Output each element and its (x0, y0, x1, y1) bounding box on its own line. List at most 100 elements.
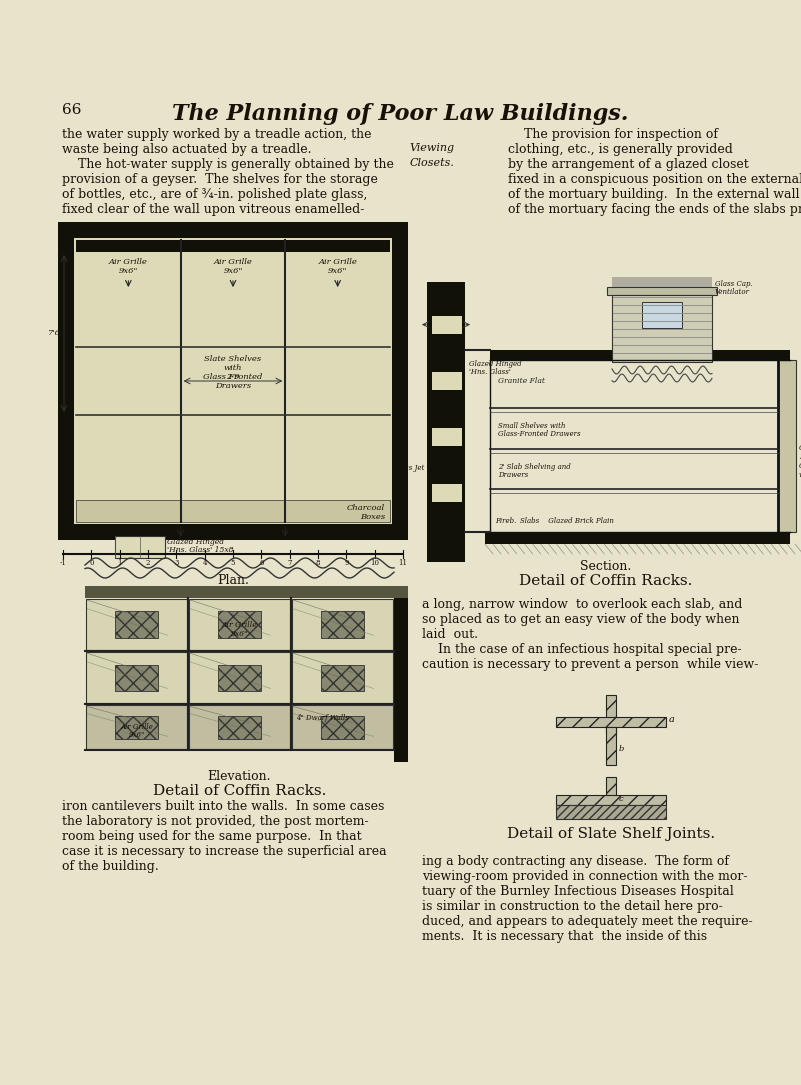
Bar (218, 611, 261, 638)
Bar (607, 288, 717, 295)
Text: room being used for the same purpose.  In that: room being used for the same purpose. In… (62, 830, 361, 843)
Bar (76, 240, 390, 252)
Text: a: a (669, 715, 675, 724)
Text: 66: 66 (62, 103, 82, 117)
Bar (115, 611, 158, 638)
Text: Gas Jet: Gas Jet (399, 464, 424, 472)
Text: Glass Fronted: Glass Fronted (203, 373, 263, 381)
Text: the laboratory is not provided, the post mortem-: the laboratory is not provided, the post… (62, 815, 368, 828)
Bar (292, 599, 393, 650)
Text: ments.  It is necessary that  the inside of this: ments. It is necessary that the inside o… (422, 930, 707, 943)
Text: 8: 8 (316, 559, 320, 567)
Bar (394, 586, 408, 762)
Text: Slabs    Glazed Brick Plain: Slabs Glazed Brick Plain (520, 516, 614, 525)
Text: Granite Flat: Granite Flat (498, 378, 545, 385)
Bar (432, 371, 462, 390)
Text: 4: 4 (203, 559, 207, 567)
Bar (432, 316, 462, 333)
Text: 10: 10 (370, 559, 379, 567)
Text: 5: 5 (231, 559, 235, 567)
Bar (218, 716, 261, 739)
Bar (86, 652, 187, 703)
Text: 1: 1 (118, 559, 122, 567)
Bar (115, 536, 165, 558)
Bar (189, 599, 290, 650)
Text: Small Shelves with: Small Shelves with (498, 422, 566, 430)
Bar (612, 277, 712, 289)
Bar (612, 295, 712, 362)
Text: 2·9: 2·9 (227, 373, 239, 381)
Text: laid  out.: laid out. (422, 628, 478, 641)
Text: by the arrangement of a glazed closet: by the arrangement of a glazed closet (508, 158, 749, 171)
Text: fixed clear of the wall upon vitreous enamelled-: fixed clear of the wall upon vitreous en… (62, 203, 364, 216)
Text: with Iron Frames: with Iron Frames (799, 472, 801, 480)
Bar (58, 222, 408, 540)
Text: Slate Shelves: Slate Shelves (204, 355, 262, 363)
Text: ing a body contracting any disease.  The form of: ing a body contracting any disease. The … (422, 855, 729, 868)
Text: -1: -1 (59, 559, 66, 567)
Text: viewing-room provided in connection with the mor-: viewing-room provided in connection with… (422, 870, 747, 883)
Text: 7: 7 (288, 559, 292, 567)
Bar (218, 664, 261, 691)
Text: 0: 0 (89, 559, 94, 567)
Text: 7'6: 7'6 (48, 330, 61, 337)
Text: In the case of an infectious hospital special pre-: In the case of an infectious hospital sp… (422, 643, 742, 656)
Text: duced, and appears to adequately meet the require-: duced, and appears to adequately meet th… (422, 915, 753, 928)
Text: Formed of 4"x2" Glasp: Formed of 4"x2" Glasp (799, 454, 801, 461)
Bar (321, 611, 364, 638)
Text: 6: 6 (259, 559, 264, 567)
Text: 4" Dwarf Walls: 4" Dwarf Walls (296, 714, 349, 722)
Bar (432, 484, 462, 501)
Text: of the mortuary facing the ends of the slabs provide: of the mortuary facing the ends of the s… (508, 203, 801, 216)
Bar (427, 282, 465, 562)
Text: 9x6": 9x6" (119, 267, 138, 275)
Text: Section.: Section. (581, 560, 632, 573)
Text: The Planning of Poor Law Buildings.: The Planning of Poor Law Buildings. (171, 103, 628, 125)
Text: Detail of Slate Shelf Joints.: Detail of Slate Shelf Joints. (507, 827, 715, 841)
Bar (115, 716, 158, 739)
Bar (321, 664, 364, 691)
Bar (292, 705, 393, 749)
Bar (606, 695, 616, 733)
Text: Fireb.: Fireb. (495, 516, 517, 525)
Text: Charcoal Boxes: Charcoal Boxes (799, 445, 801, 452)
Text: Detail of Coffin Racks.: Detail of Coffin Racks. (519, 574, 693, 588)
Text: 'Hns. Glass' 15x8: 'Hns. Glass' 15x8 (167, 546, 234, 554)
Text: Detail of Coffin Racks.: Detail of Coffin Racks. (153, 784, 326, 797)
Text: Charcoal: Charcoal (347, 505, 385, 512)
Text: waste being also actuated by a treadle.: waste being also actuated by a treadle. (62, 143, 312, 156)
Text: 3: 3 (174, 559, 179, 567)
Bar (556, 795, 666, 805)
Text: provision of a geyser.  The shelves for the storage: provision of a geyser. The shelves for t… (62, 173, 378, 186)
Text: 11: 11 (399, 559, 408, 567)
Text: Glazed Hinged: Glazed Hinged (167, 538, 224, 546)
Bar (85, 586, 408, 598)
Text: with: with (223, 365, 242, 372)
Bar (86, 599, 187, 650)
Text: The hot-water supply is generally obtained by the: The hot-water supply is generally obtain… (62, 158, 394, 171)
Text: iron cantilevers built into the walls.  In some cases: iron cantilevers built into the walls. I… (62, 800, 384, 813)
Text: Drawers: Drawers (498, 471, 528, 480)
Bar (642, 302, 682, 328)
Bar (189, 705, 290, 749)
Text: of the mortuary building.  In the external wall: of the mortuary building. In the externa… (508, 188, 799, 201)
Text: Plan.: Plan. (217, 574, 249, 587)
Text: The provision for inspection of: The provision for inspection of (508, 128, 718, 141)
Text: 2: 2 (146, 559, 151, 567)
Text: Galvanised Iron Fronts: Galvanised Iron Fronts (799, 462, 801, 471)
Bar (778, 360, 796, 532)
Text: Closets.: Closets. (409, 158, 454, 168)
Text: caution is necessary to prevent a person  while view-: caution is necessary to prevent a person… (422, 658, 759, 671)
Text: 9x6": 9x6" (231, 629, 248, 638)
Text: 9x6": 9x6" (128, 730, 145, 739)
Bar (321, 716, 364, 739)
Bar (74, 238, 392, 524)
Bar (485, 532, 790, 544)
Text: fixed in a conspicuous position on the external wall: fixed in a conspicuous position on the e… (508, 173, 801, 186)
Text: Glazed Hinged: Glazed Hinged (469, 360, 521, 369)
Text: Drawers: Drawers (215, 382, 251, 391)
Bar (86, 705, 187, 749)
Bar (556, 805, 666, 819)
Text: of bottles, etc., are of ¾-in. polished plate glass,: of bottles, etc., are of ¾-in. polished … (62, 188, 368, 201)
Text: 9x6": 9x6" (328, 267, 348, 275)
